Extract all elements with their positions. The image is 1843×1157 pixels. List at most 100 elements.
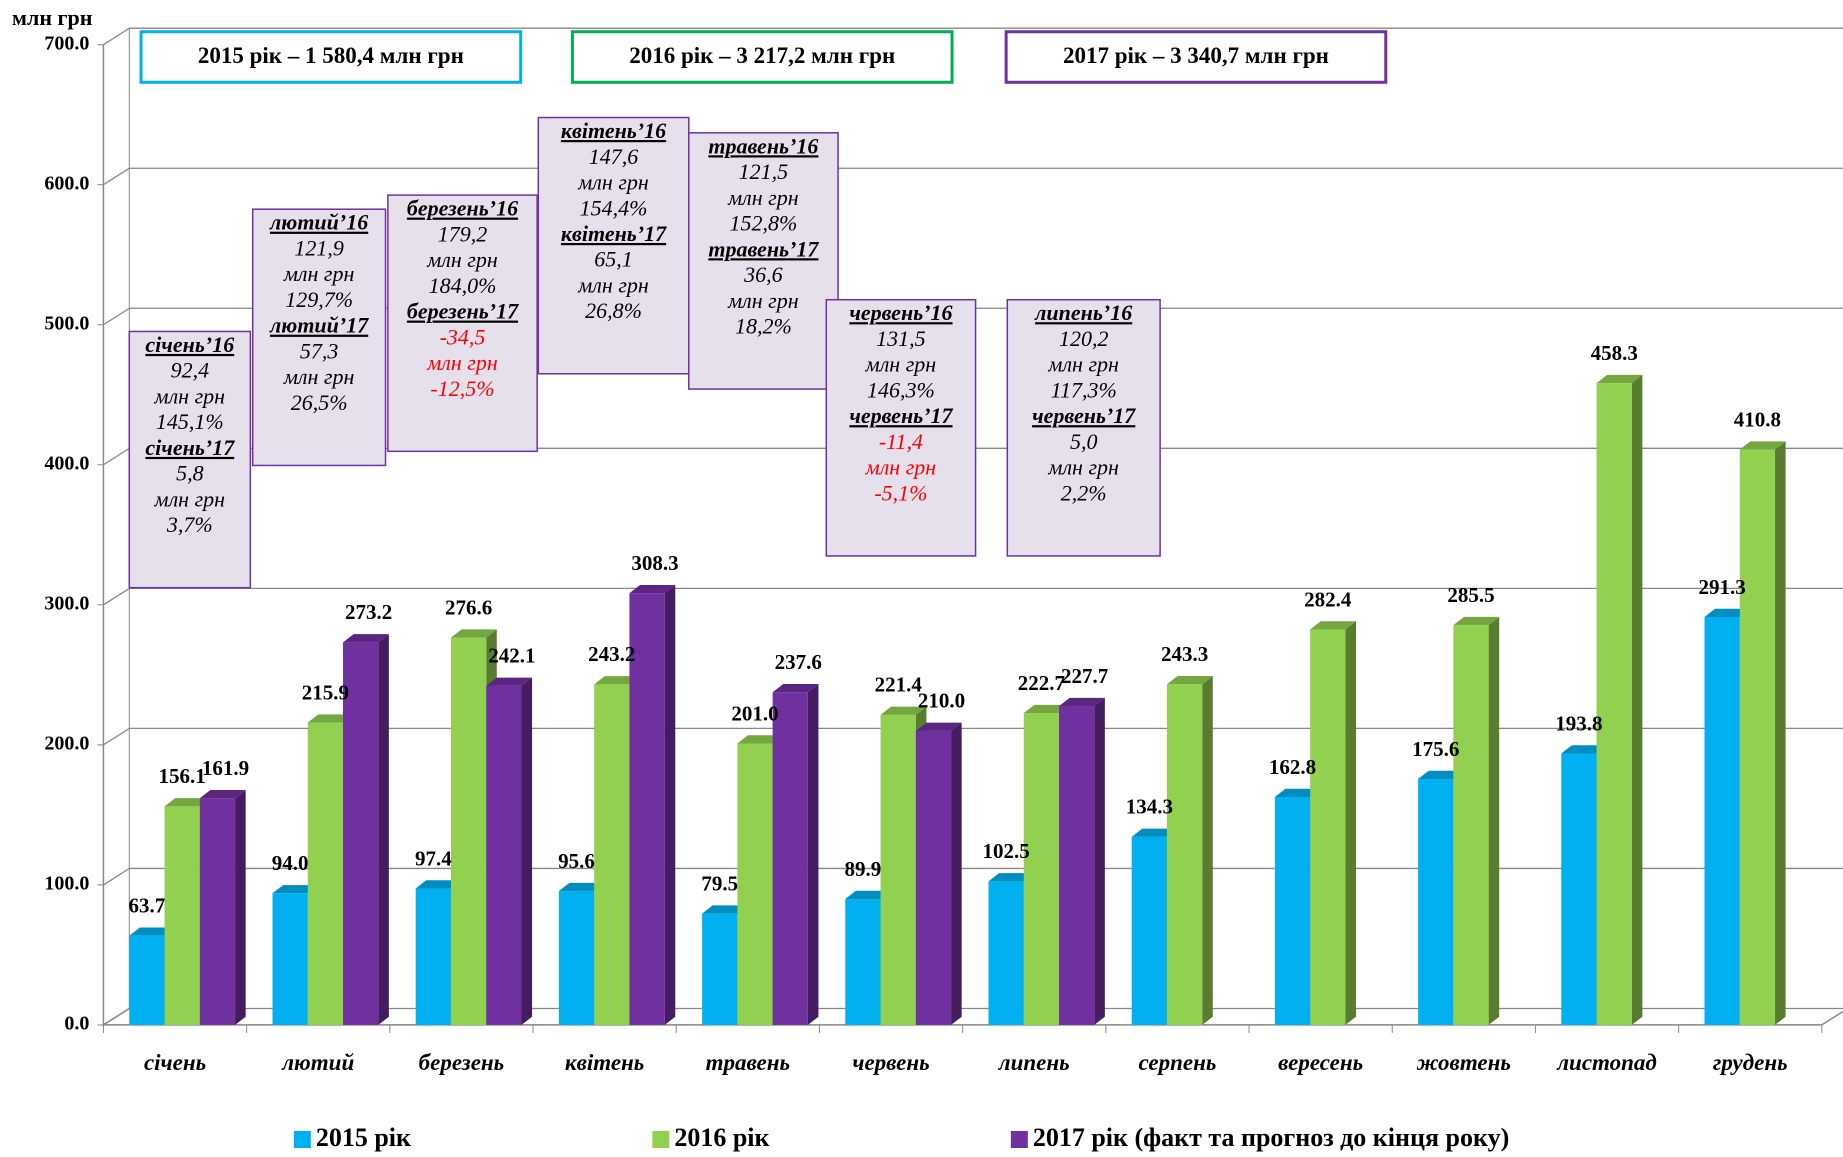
- bar: [1704, 617, 1740, 1025]
- bar: [629, 593, 665, 1025]
- value-label: 210.0: [918, 689, 965, 713]
- bar: [702, 913, 738, 1025]
- value-label: 162.8: [1269, 755, 1316, 779]
- annotation-text: 147,6: [589, 144, 639, 169]
- bar-top: [1274, 788, 1321, 797]
- grid-line: [103, 167, 1843, 186]
- annotation-text: 18,2%: [735, 313, 792, 338]
- total-text: 2015 рік – 1 580,4 млн грн: [198, 43, 464, 68]
- x-tick-label: січень: [144, 1050, 206, 1075]
- bar-top: [558, 882, 605, 892]
- legend-label: 2015 рік: [316, 1123, 411, 1152]
- value-label: 410.8: [1734, 407, 1781, 431]
- value-label: 243.2: [588, 642, 635, 666]
- annotation-heading: липень’16: [1034, 300, 1132, 325]
- y-tick-label: 600.0: [44, 172, 89, 194]
- x-tick-label: листопад: [1556, 1050, 1657, 1075]
- bar-side: [1345, 621, 1356, 1025]
- bar-top: [199, 789, 246, 799]
- annotation-text: 145,1%: [156, 409, 224, 434]
- bar: [1596, 383, 1632, 1025]
- bar-top: [737, 735, 784, 744]
- value-label: 282.4: [1304, 587, 1352, 611]
- y-tick-label: 400.0: [44, 452, 89, 474]
- annotation-box: [387, 194, 538, 453]
- annotation-text: млн грн: [727, 185, 799, 210]
- bar-side: [235, 789, 246, 1025]
- bar-side: [1202, 675, 1213, 1025]
- value-label: 237.6: [775, 650, 822, 674]
- bar-top: [307, 714, 354, 723]
- bar-side: [807, 683, 819, 1025]
- bar: [594, 684, 630, 1025]
- bar: [1561, 753, 1597, 1025]
- y-tick-label: 500.0: [44, 312, 89, 334]
- annotation-text: млн грн: [1047, 455, 1119, 480]
- bar: [558, 891, 595, 1025]
- annotation-heading: травень’16: [708, 133, 818, 158]
- total-box: [139, 30, 523, 84]
- annotation-text: 179,2: [438, 221, 488, 246]
- bar: [845, 899, 881, 1025]
- annotation-text: 131,5: [876, 326, 926, 351]
- bar: [129, 935, 165, 1025]
- y-tick-label: 100.0: [44, 872, 89, 894]
- bar: [880, 714, 916, 1025]
- annotation-text: -34,5: [440, 324, 486, 349]
- y-tick-label: 300.0: [44, 592, 89, 614]
- annotation-heading: квітень’17: [561, 221, 667, 246]
- annotation-heading: січень’16: [145, 332, 234, 357]
- annotation-text: 5,0: [1070, 429, 1098, 454]
- bar-top: [988, 873, 1035, 882]
- value-label: 102.5: [983, 839, 1030, 863]
- bar-top: [1059, 697, 1105, 707]
- total-box: [1004, 30, 1388, 84]
- bar-top: [1023, 704, 1070, 714]
- bar-top: [1561, 745, 1608, 754]
- x-tick-label: липень: [998, 1050, 1070, 1075]
- bar-top: [772, 683, 819, 693]
- value-label: 285.5: [1447, 583, 1494, 607]
- legend-swatch: [1010, 1131, 1028, 1148]
- value-label: 79.5: [701, 871, 738, 895]
- bar: [272, 893, 308, 1025]
- bar-top: [1166, 675, 1213, 685]
- y-tick-label: 0.0: [64, 1013, 89, 1035]
- bar: [1739, 449, 1776, 1025]
- annotation-text: млн грн: [283, 261, 355, 286]
- annotation-heading: червень’17: [849, 403, 953, 428]
- x-tick-label: вересень: [1278, 1050, 1363, 1075]
- total-box: [570, 30, 954, 84]
- annotation-text: млн грн: [577, 272, 649, 297]
- value-label: 221.4: [875, 673, 923, 697]
- annotation-text: 26,5%: [291, 390, 348, 415]
- bar-top: [1310, 621, 1356, 630]
- annotation-text: млн грн: [154, 486, 226, 511]
- bar: [1418, 779, 1454, 1025]
- y-tick-label: 200.0: [44, 732, 89, 754]
- bar: [343, 642, 379, 1025]
- bar-top: [1453, 616, 1500, 626]
- annotation-text: 92,4: [171, 358, 210, 383]
- annotation-text: 184,0%: [429, 273, 497, 298]
- bar-side: [1631, 374, 1643, 1025]
- annotation-heading: березень’17: [407, 299, 519, 324]
- annotation-text: млн грн: [577, 170, 649, 195]
- annotation-text: млн грн: [727, 288, 799, 313]
- bar-side: [951, 722, 962, 1025]
- annotation-text: млн грн: [283, 364, 355, 389]
- bar: [1453, 625, 1489, 1025]
- value-label: 63.7: [129, 894, 166, 918]
- value-label: 243.3: [1161, 642, 1208, 666]
- value-label: 156.1: [159, 764, 206, 788]
- bar-top: [1418, 770, 1464, 780]
- axis-line: [102, 44, 130, 1027]
- bar-top: [845, 890, 892, 900]
- y-axis-label: млн грн: [12, 5, 93, 30]
- value-label: 94.0: [272, 851, 309, 875]
- y-tick-label: 700.0: [44, 32, 89, 54]
- value-label: 97.4: [415, 846, 452, 870]
- bar-side: [664, 584, 676, 1025]
- total-text: 2016 рік – 3 217,2 млн грн: [629, 43, 895, 68]
- bar: [772, 692, 808, 1025]
